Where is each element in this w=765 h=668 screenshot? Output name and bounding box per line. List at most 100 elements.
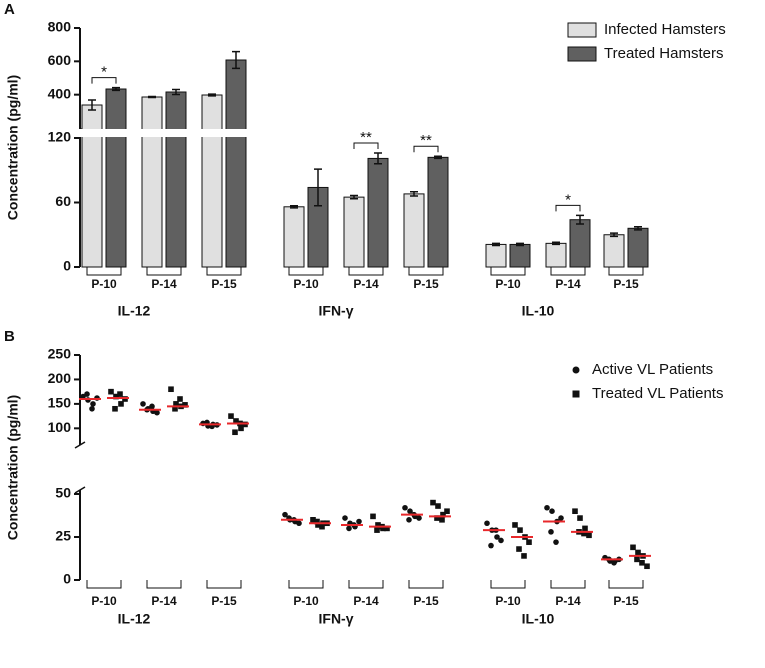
data-point xyxy=(582,525,588,532)
bar xyxy=(367,157,389,268)
data-point xyxy=(310,517,316,523)
data-point xyxy=(402,504,408,511)
data-point xyxy=(444,508,450,514)
x-tick-label: P-15 xyxy=(613,277,639,291)
data-point xyxy=(440,511,446,518)
y-tick-label: 100 xyxy=(48,419,72,435)
significance-label: ** xyxy=(360,129,372,146)
significance-bracket xyxy=(91,77,117,84)
data-point xyxy=(113,393,119,400)
significance-bracket xyxy=(353,142,379,150)
error-bar xyxy=(634,225,642,231)
data-point xyxy=(611,560,617,566)
data-point xyxy=(89,405,95,412)
group-label: IL-12 xyxy=(118,611,151,627)
legend-label: Active VL Patients xyxy=(592,361,713,378)
data-point xyxy=(108,388,114,395)
data-point xyxy=(315,522,321,528)
error-bar xyxy=(576,214,584,225)
error-bar xyxy=(232,50,240,70)
y-tick-label: 250 xyxy=(48,346,72,362)
data-point xyxy=(484,520,490,527)
legend-marker xyxy=(572,366,580,374)
data-point xyxy=(154,409,160,416)
bar xyxy=(403,193,425,268)
legend-label: Treated Hamsters xyxy=(604,45,723,62)
data-point xyxy=(517,527,523,533)
data-point xyxy=(296,520,302,527)
x-tick-label: P-10 xyxy=(293,277,319,291)
data-point xyxy=(548,529,554,535)
data-point xyxy=(498,537,504,544)
x-tick-label: P-10 xyxy=(293,594,319,608)
error-bar xyxy=(112,86,120,92)
bar xyxy=(509,243,531,268)
data-point xyxy=(434,515,440,521)
data-point xyxy=(375,522,381,528)
y-tick-label: 0 xyxy=(63,258,71,274)
bar xyxy=(165,91,187,268)
panel-letter: A xyxy=(4,1,15,18)
category-bracket xyxy=(86,267,122,276)
category-bracket xyxy=(550,580,586,589)
bar xyxy=(545,242,567,268)
error-bar xyxy=(172,88,180,96)
break-gap xyxy=(72,129,652,137)
data-point xyxy=(356,518,362,525)
error-bar xyxy=(374,152,382,165)
data-point xyxy=(494,534,500,540)
bar xyxy=(283,206,305,268)
x-tick-label: P-14 xyxy=(555,277,581,291)
data-point xyxy=(173,401,179,407)
data-point xyxy=(581,530,587,537)
x-tick-label: P-15 xyxy=(413,277,439,291)
data-point xyxy=(586,532,592,539)
data-point xyxy=(430,499,436,506)
data-point xyxy=(406,517,412,523)
data-point xyxy=(549,508,555,514)
error-bar xyxy=(148,95,156,99)
category-bracket xyxy=(348,580,384,589)
data-point xyxy=(346,525,352,532)
axis-break xyxy=(74,486,86,494)
category-bracket xyxy=(608,580,644,589)
category-bracket xyxy=(490,580,526,589)
x-tick-label: P-10 xyxy=(91,277,117,291)
y-tick-label: 800 xyxy=(48,19,72,35)
data-point xyxy=(140,401,146,407)
significance-label: * xyxy=(101,64,107,81)
category-bracket xyxy=(490,267,526,276)
y-tick-label: 400 xyxy=(48,85,72,101)
data-point xyxy=(374,527,380,533)
legend-label: Treated VL Patients xyxy=(592,385,723,402)
bar xyxy=(627,227,649,268)
error-bar xyxy=(208,93,216,97)
x-tick-label: P-14 xyxy=(151,594,177,608)
data-point xyxy=(630,544,636,551)
category-bracket xyxy=(206,580,242,589)
data-point xyxy=(635,549,641,556)
data-point xyxy=(282,511,288,518)
bar xyxy=(343,196,365,268)
group-label: IL-10 xyxy=(522,303,555,319)
data-point xyxy=(435,503,441,509)
data-point xyxy=(488,542,494,549)
data-point xyxy=(90,401,96,407)
data-point xyxy=(572,508,578,514)
category-bracket xyxy=(146,267,182,276)
axis-break xyxy=(74,441,86,449)
bar xyxy=(141,96,163,268)
x-tick-label: P-15 xyxy=(413,594,439,608)
bar xyxy=(201,94,223,268)
x-tick-label: P-15 xyxy=(211,594,237,608)
y-tick-label: 0 xyxy=(63,571,71,587)
error-bar xyxy=(290,204,298,209)
y-tick-label: 200 xyxy=(48,370,72,386)
data-point xyxy=(553,539,559,545)
group-label: IFN-γ xyxy=(319,303,354,319)
significance-bracket xyxy=(555,204,581,212)
data-point xyxy=(342,515,348,521)
y-tick-label: 600 xyxy=(48,52,72,68)
